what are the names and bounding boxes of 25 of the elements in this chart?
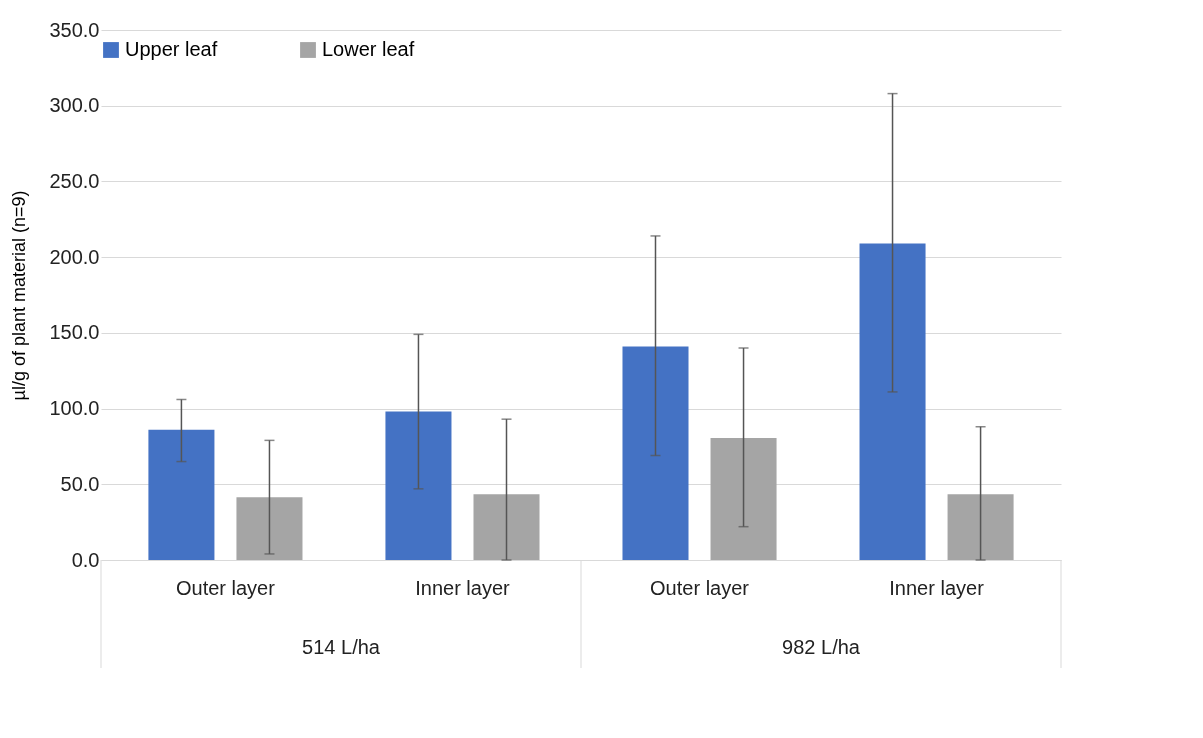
x-tick-label: Inner layer xyxy=(889,576,985,599)
bar xyxy=(622,346,689,560)
y-tick-label: 350.0 xyxy=(49,18,100,41)
y-tick-label: 0.0 xyxy=(71,548,100,571)
bar xyxy=(947,494,1014,560)
bar xyxy=(859,243,926,560)
text: 514 L/ha xyxy=(302,636,381,658)
text: 982 L/ha xyxy=(782,636,861,658)
x-tick-label: Outer layer xyxy=(175,576,276,599)
bar xyxy=(473,494,540,560)
bar xyxy=(385,411,452,560)
x-tick-label: Inner layer xyxy=(415,576,511,599)
bar xyxy=(236,497,303,560)
y-axis-title: µl/g of plant material (n=9) xyxy=(9,190,30,401)
y-tick-label: 200.0 xyxy=(49,245,100,268)
legend-label: Lower leaf xyxy=(322,38,415,60)
y-tick-label: 300.0 xyxy=(49,94,100,117)
y-tick-label: 100.0 xyxy=(49,397,100,420)
bar xyxy=(710,438,777,560)
y-tick-label: 50.0 xyxy=(60,472,100,495)
y-tick-label: 150.0 xyxy=(49,321,100,344)
x-tick-label: Outer layer xyxy=(650,576,750,599)
legend-label: Upper leaf xyxy=(125,38,218,60)
y-tick-label: 250.0 xyxy=(49,169,100,192)
bar xyxy=(148,429,215,560)
